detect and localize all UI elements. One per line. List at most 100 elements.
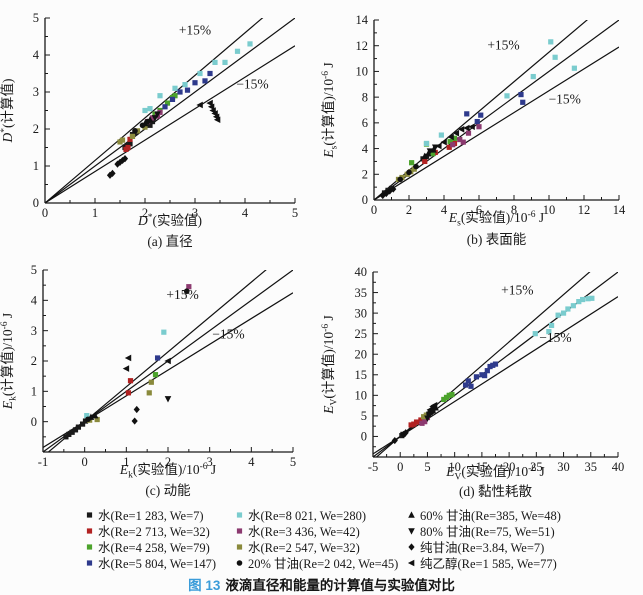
minus-15-annotation: −15% [212,326,244,341]
square-marker-icon [86,543,93,550]
square-marker-icon [86,559,93,566]
svg-text:0: 0 [361,430,367,444]
svg-text:1: 1 [31,385,37,399]
svg-text:3: 3 [33,85,39,99]
svg-text:20: 20 [355,347,368,361]
svg-text:3: 3 [31,324,37,338]
svg-text:40: 40 [612,460,625,474]
figure-number: 图 13 [188,578,221,593]
legend-item-cyan: 水(Re=8 021, We=280) [234,506,406,523]
svg-text:2: 2 [31,354,37,368]
legend-column: 水(Re=1 283, We=7) 水(Re=2 713, We=32) 水(Re=… [84,506,234,571]
svg-text:4: 4 [33,48,40,62]
panel-b-surface-energy: 0 2 4 6 8 10 12 14 0 2 4 6 8 10 12 14 Es(实验值)/10-6 J Es(计… [321,0,643,260]
svg-text:35: 35 [355,286,368,300]
legend-item-circle20: 20% 甘油(Re=2 042, We=45) [234,554,406,571]
svg-text:3: 3 [192,206,198,220]
svg-text:0: 0 [42,206,48,220]
svg-text:2: 2 [165,455,171,469]
plus-15-annotation: +15% [501,283,533,298]
legend-label: 水(Re=4 258, We=79) [98,540,210,555]
panel-a-diameter: 0 1 2 3 4 5 0 1 2 3 4 5 D*(实验值) D*(计算值) +15% −15% (a) 直径 [0,0,321,260]
svg-text:15: 15 [355,368,368,382]
y-axis-label: EV(计算值)/10-6 J [321,315,340,414]
legend-label: 水(Re=2 547, We=32) [248,540,360,555]
svg-text:2: 2 [142,206,148,220]
panel-subcaption: (a) 直径 [147,234,192,249]
svg-text:8: 8 [362,90,368,104]
svg-text:-1: -1 [38,455,48,469]
scatter-points [379,39,577,200]
svg-text:6: 6 [362,116,368,130]
svg-text:5: 5 [361,409,367,423]
chart-panels: 0 1 2 3 4 5 0 1 2 3 4 5 D*(实验值) D*(计算值) +15% −15% (a) 直径… [0,0,643,505]
square-marker-icon [236,527,243,534]
svg-text:-5: -5 [368,460,378,474]
square-marker-icon [86,511,93,518]
circle-marker-icon [236,559,243,566]
legend-label: 60% 甘油(Re=385, We=48) [420,508,561,523]
panel-a-chart: 0 1 2 3 4 5 0 1 2 3 4 5 D*(实验值) D*(计算值) +15% −15% (a) 直径 [0,11,298,249]
svg-text:0: 0 [371,203,377,217]
scatter-points [106,41,253,179]
legend-item-black: 水(Re=1 283, We=7) [84,506,234,523]
legend-label: 水(Re=8 021, We=280) [248,508,367,523]
legend-column: 60% 甘油(Re=385, We=48) 80% 甘油(Re=75, We=51… [406,506,561,571]
svg-text:12: 12 [356,39,369,53]
scatter-points [63,284,192,440]
y-axis-label: D*(计算值) [0,79,15,144]
svg-text:6: 6 [476,203,482,217]
panel-c-kinetic-energy: -1 0 1 2 3 4 5 0 1 2 3 4 5 Ek(实验值)/10-6 J Ek(计算值)/10-6… [0,260,321,505]
svg-text:25: 25 [355,327,368,341]
svg-text:0: 0 [362,193,368,207]
minus-15-annotation: −15% [539,330,571,345]
svg-text:2: 2 [362,167,368,181]
svg-text:0: 0 [397,460,403,474]
svg-text:30: 30 [557,460,570,474]
svg-text:4: 4 [31,294,38,308]
svg-text:3: 3 [207,455,213,469]
svg-text:1: 1 [92,206,98,220]
x-axis-label: Es(实验值)/10-6 J [448,210,544,229]
figure-legend: 水(Re=1 283, We=7) 水(Re=2 713, We=32) 水(Re=… [0,506,643,571]
minus-15-annotation: −15% [236,76,268,91]
legend-label: 纯乙醇(Re=1 585, We=77) [420,556,557,571]
legend-item-diam: 纯甘油(Re=3.84, We=7) [406,538,561,555]
plus-15-annotation: +15% [166,287,198,302]
panel-c-chart: -1 0 1 2 3 4 5 0 1 2 3 4 5 Ek(实验值)/10-6 J Ek(计算值)/10-6… [0,263,296,498]
svg-text:14: 14 [613,203,626,217]
panel-b-chart: 0 2 4 6 8 10 12 14 0 2 4 6 8 10 12 14 Es(实验值)/10-6 J Es(计… [321,13,626,247]
svg-text:14: 14 [356,13,369,27]
svg-text:20: 20 [503,460,515,474]
svg-text:8: 8 [511,203,517,217]
svg-text:2: 2 [33,122,39,136]
legend-item-purple: 水(Re=3 436, We=42) [234,522,406,539]
reference-lines [373,272,618,457]
legend-item-green: 水(Re=4 258, We=79) [84,538,234,555]
svg-text:5: 5 [31,263,37,277]
y-axis-label: Ek(计算值)/10-6 J [0,313,19,410]
svg-text:4: 4 [362,142,369,156]
legend-label: 水(Re=5 804, We=147) [98,556,217,571]
svg-text:10: 10 [356,65,369,79]
svg-text:35: 35 [585,460,598,474]
svg-text:12: 12 [578,203,591,217]
legend-item-trieth: 纯乙醇(Re=1 585, We=77) [406,554,561,571]
panel-subcaption: (c) 动能 [145,483,190,498]
svg-text:5: 5 [424,460,430,474]
figure-caption-text: 液滴直径和能量的计算值与实验值对比 [225,578,455,593]
panel-d-chart: -5 0 5 10 15 20 25 30 35 40 0 5 10 15 20 25 30 35 40 EV(实验值… [321,265,625,499]
svg-text:0: 0 [82,455,88,469]
legend-item-red: 水(Re=2 713, We=32) [84,522,234,539]
panel-subcaption: (d) 黏性耗散 [459,484,533,499]
legend-label: 水(Re=3 436, We=42) [248,524,360,539]
svg-text:5: 5 [290,455,296,469]
legend-label: 80% 甘油(Re=75, We=51) [420,524,555,539]
x-axis-label: D*(实验值) [137,213,202,228]
svg-text:15: 15 [476,460,489,474]
minus-15-annotation: −15% [549,92,581,107]
y-axis-label: Es(计算值)/10-6 J [321,62,340,158]
tri-up-marker-icon [408,510,415,518]
legend-item-olive: 水(Re=2 547, We=32) [234,538,406,555]
